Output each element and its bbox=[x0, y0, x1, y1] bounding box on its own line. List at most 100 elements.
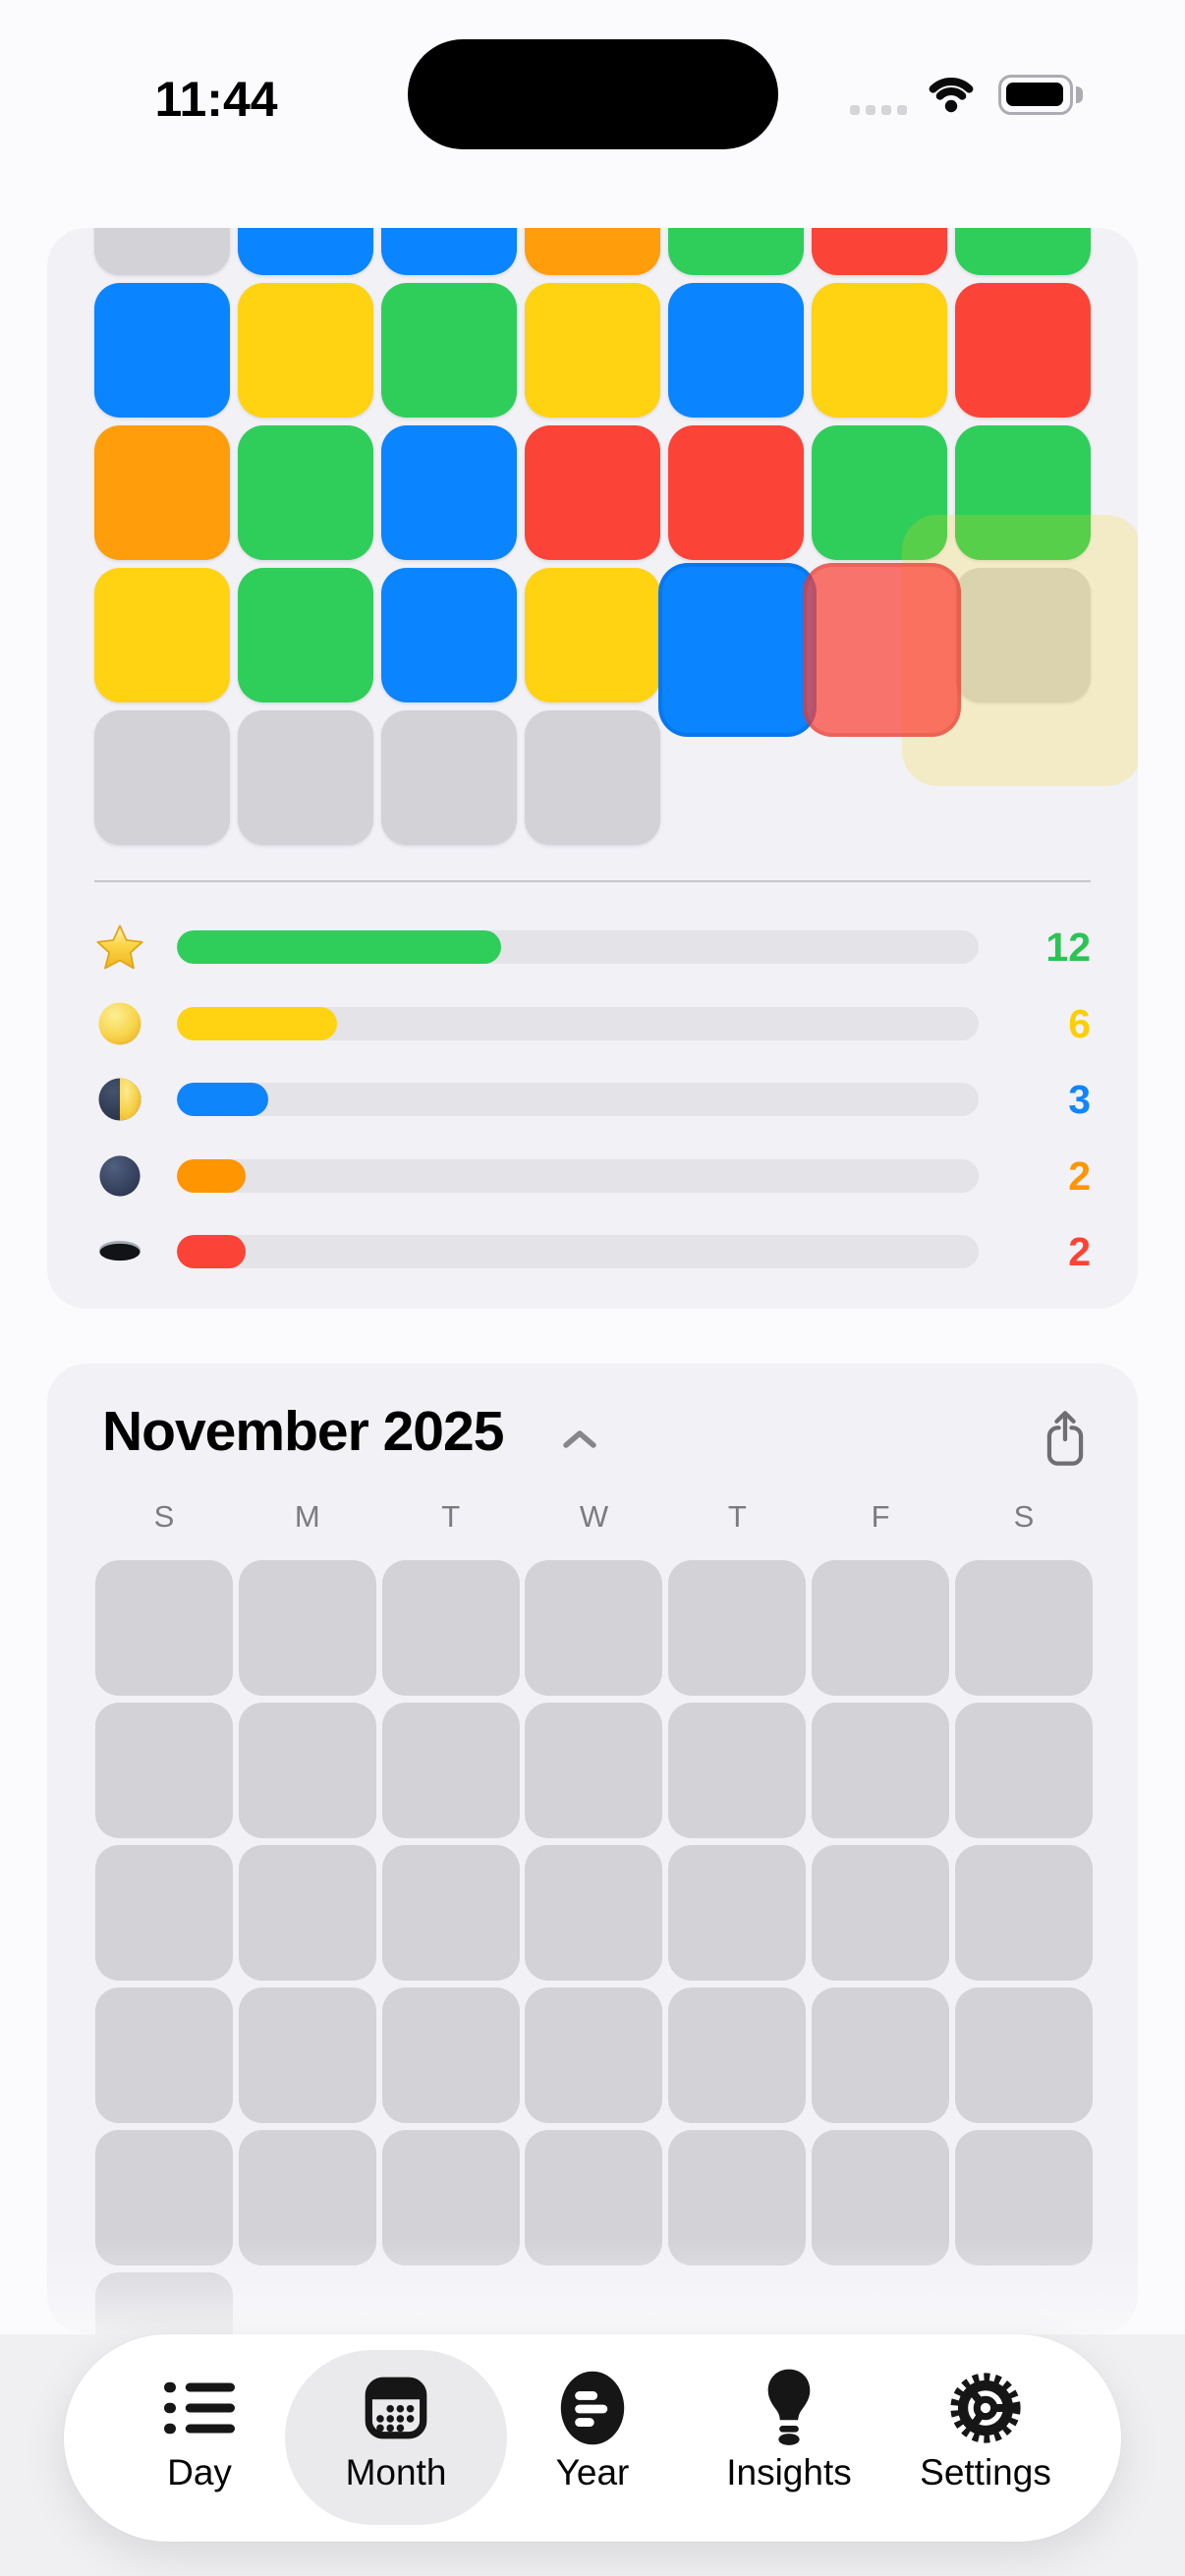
calendar-day-cell[interactable] bbox=[381, 1703, 520, 1838]
calendar-day-cell[interactable] bbox=[238, 2130, 376, 2266]
tab-month[interactable]: Month bbox=[285, 2334, 507, 2542]
calendar-day-cell[interactable] bbox=[95, 2130, 233, 2266]
day-cell-yellow[interactable] bbox=[812, 283, 947, 418]
stat-value: 6 bbox=[1068, 1001, 1091, 1046]
tab-label: Settings bbox=[920, 2452, 1051, 2492]
month-overview-card: 12 6 3 2 2 bbox=[47, 228, 1138, 1309]
calendar-day-cell[interactable] bbox=[811, 1560, 949, 1696]
tab-insights[interactable]: Insights bbox=[691, 2334, 887, 2542]
day-cell-blue[interactable] bbox=[381, 425, 517, 560]
hole-icon bbox=[88, 1219, 151, 1284]
calendar-day-cell[interactable] bbox=[238, 1560, 376, 1696]
calendar-day-cell[interactable] bbox=[525, 1703, 663, 1838]
dynamic-island bbox=[408, 39, 778, 149]
calendar-day-cell[interactable] bbox=[238, 1845, 376, 1981]
day-cell-red[interactable] bbox=[812, 228, 947, 275]
share-button[interactable] bbox=[1038, 1409, 1093, 1474]
day-cell-orange[interactable] bbox=[525, 228, 660, 275]
calendar-day-cell[interactable] bbox=[381, 1845, 520, 1981]
calendar-day-cell[interactable] bbox=[525, 1560, 663, 1696]
day-cell-blue[interactable] bbox=[238, 228, 373, 275]
battery-icon bbox=[998, 75, 1073, 115]
stat-value: 3 bbox=[1068, 1077, 1091, 1122]
calendar-day-cell[interactable] bbox=[811, 1845, 949, 1981]
tab-day[interactable]: Day bbox=[101, 2334, 298, 2542]
tab-bar: Day Month Year Insights Settings bbox=[64, 2334, 1121, 2542]
mood-grid bbox=[94, 228, 1091, 845]
animating-blue-cell bbox=[658, 563, 817, 737]
calendar-day-cell[interactable] bbox=[668, 1988, 807, 2123]
day-cell-gray[interactable] bbox=[955, 568, 1091, 702]
calendar-day-cell[interactable] bbox=[238, 1703, 376, 1838]
tab-label: Insights bbox=[726, 2452, 852, 2492]
day-cell-red[interactable] bbox=[668, 425, 804, 560]
day-cell-blue[interactable] bbox=[381, 228, 517, 275]
calendar-day-cell[interactable] bbox=[95, 1988, 233, 2123]
calendar-day-cell[interactable] bbox=[668, 1560, 807, 1696]
stat-bar-track bbox=[177, 1083, 979, 1116]
calendar-day-cell[interactable] bbox=[954, 2130, 1093, 2266]
battery-nub bbox=[1076, 86, 1083, 103]
stat-bar-track bbox=[177, 1235, 979, 1268]
calendar-day-cell[interactable] bbox=[954, 1560, 1093, 1696]
calendar-day-cell[interactable] bbox=[525, 2130, 663, 2266]
day-cell-green[interactable] bbox=[955, 425, 1091, 560]
calendar-day-cell[interactable] bbox=[811, 1703, 949, 1838]
calendar-day-cell[interactable] bbox=[811, 1988, 949, 2123]
day-cell-green[interactable] bbox=[955, 228, 1091, 275]
day-cell-green[interactable] bbox=[381, 283, 517, 418]
stat-bar-fill bbox=[177, 1007, 338, 1040]
day-cell-green[interactable] bbox=[668, 228, 804, 275]
wifi-icon bbox=[926, 73, 977, 119]
calendar-day-cell[interactable] bbox=[954, 1988, 1093, 2123]
day-cell-yellow[interactable] bbox=[238, 283, 373, 418]
november-grid bbox=[95, 1560, 1093, 2334]
day-cell-gray[interactable] bbox=[94, 228, 230, 275]
collapse-month-button[interactable] bbox=[558, 1425, 601, 1458]
day-cell-blue[interactable] bbox=[381, 568, 517, 702]
calendar-day-cell[interactable] bbox=[381, 2130, 520, 2266]
calendar-day-cell[interactable] bbox=[668, 1845, 807, 1981]
weekday-label: T bbox=[441, 1499, 461, 1534]
day-cell-green[interactable] bbox=[238, 425, 373, 560]
calendar-day-cell[interactable] bbox=[381, 1560, 520, 1696]
tab-year[interactable]: Year bbox=[494, 2334, 691, 2542]
day-cell-gray[interactable] bbox=[238, 710, 373, 845]
day-cell-gray[interactable] bbox=[381, 710, 517, 845]
calendar-day-cell[interactable] bbox=[811, 2130, 949, 2266]
day-cell-yellow[interactable] bbox=[525, 283, 660, 418]
gear-icon bbox=[948, 2372, 1023, 2444]
day-cell-gray[interactable] bbox=[525, 710, 660, 845]
calendar-day-cell[interactable] bbox=[954, 1845, 1093, 1981]
new-moon-icon bbox=[88, 1144, 151, 1208]
calendar-day-cell[interactable] bbox=[238, 1988, 376, 2123]
calendar-icon bbox=[362, 2372, 430, 2444]
day-cell-green[interactable] bbox=[812, 425, 947, 560]
day-cell-orange[interactable] bbox=[94, 425, 230, 560]
calendar-day-cell[interactable] bbox=[381, 1988, 520, 2123]
stat-value: 2 bbox=[1068, 1153, 1091, 1199]
day-cell-gray[interactable] bbox=[94, 710, 230, 845]
calendar-day-cell[interactable] bbox=[95, 2272, 233, 2334]
calendar-day-cell[interactable] bbox=[95, 1845, 233, 1981]
day-cell-blue[interactable] bbox=[668, 283, 804, 418]
tab-label: Year bbox=[555, 2452, 630, 2492]
day-cell-blue[interactable] bbox=[94, 283, 230, 418]
day-cell-yellow[interactable] bbox=[94, 568, 230, 702]
day-cell-yellow[interactable] bbox=[525, 568, 660, 702]
star-icon bbox=[88, 915, 151, 980]
weekday-label: S bbox=[153, 1499, 175, 1534]
tab-settings[interactable]: Settings bbox=[887, 2334, 1084, 2542]
weekday-label: T bbox=[727, 1499, 747, 1534]
calendar-day-cell[interactable] bbox=[525, 1988, 663, 2123]
calendar-day-cell[interactable] bbox=[95, 1703, 233, 1838]
day-cell-green[interactable] bbox=[238, 568, 373, 702]
calendar-day-cell[interactable] bbox=[668, 2130, 807, 2266]
day-cell-red[interactable] bbox=[525, 425, 660, 560]
calendar-day-cell[interactable] bbox=[668, 1703, 807, 1838]
calendar-day-cell[interactable] bbox=[525, 1845, 663, 1981]
calendar-day-cell[interactable] bbox=[954, 1703, 1093, 1838]
calendar-day-cell[interactable] bbox=[95, 1560, 233, 1696]
day-cell-red[interactable] bbox=[955, 283, 1091, 418]
